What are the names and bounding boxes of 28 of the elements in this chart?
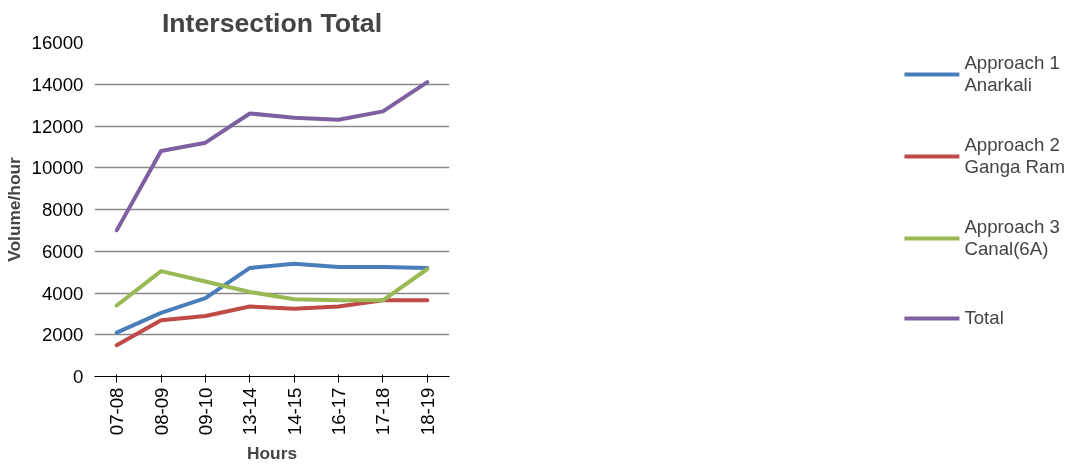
y-tick-label: 14000 <box>31 73 84 95</box>
x-tick-label: 16-17 <box>328 387 350 436</box>
y-axis-title: Volume/hour <box>3 156 24 262</box>
y-tick-label: 16000 <box>31 32 84 53</box>
x-tick-label: 09-10 <box>194 387 216 436</box>
y-tick-label: 2000 <box>42 324 84 346</box>
legend-label: Approach 1 Anarkali <box>964 52 1060 96</box>
line-series <box>114 261 430 335</box>
x-tick-label: 07-08 <box>106 387 128 436</box>
x-tick-label: 08-09 <box>150 387 172 436</box>
y-tick-label: 12000 <box>31 115 84 137</box>
legend-label: Total <box>964 306 1004 330</box>
y-tick-label: 8000 <box>42 199 84 220</box>
legend-label: Approach 3 Canal(6A) <box>964 216 1060 260</box>
y-tick-label: 6000 <box>42 240 84 262</box>
x-tick-label: 13-14 <box>239 387 261 436</box>
line-series <box>114 298 430 348</box>
line-series <box>114 266 430 308</box>
chart-title: Intersection Total <box>161 7 383 38</box>
y-tick-label: 4000 <box>42 282 84 304</box>
y-tick-label: 0 <box>73 366 84 387</box>
legend-label: Approach 2 Ganga Ram <box>964 134 1065 178</box>
x-tick-label: 17-18 <box>372 387 394 436</box>
x-axis-title: Hours <box>246 443 298 464</box>
y-tick-label: 10000 <box>31 157 84 179</box>
x-tick-label: 14-15 <box>283 387 305 436</box>
x-tick-label: 18-19 <box>416 387 438 436</box>
line-series <box>114 80 430 233</box>
